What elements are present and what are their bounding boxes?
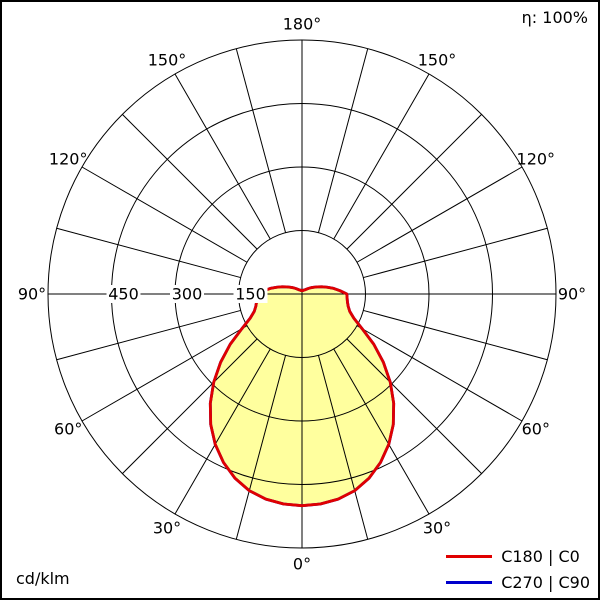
angle-label: 120°: [49, 150, 88, 169]
grid-radial-line: [174, 348, 271, 515]
grid-radial-line: [317, 48, 369, 233]
legend-label-c0: C180 | C0: [501, 547, 580, 566]
legend: C180 | C0 C270 | C90: [446, 547, 590, 592]
grid-radial-line: [333, 73, 430, 240]
angle-label: 60°: [522, 420, 550, 439]
grid-radial-line: [56, 227, 241, 279]
grid-radial-line: [81, 166, 248, 263]
distribution-curve-c180-c0: [208, 285, 396, 508]
radial-tick-label: 450: [108, 285, 139, 304]
grid-radial-line: [356, 166, 523, 263]
grid-radial-line: [81, 325, 248, 422]
legend-label-c90: C270 | C90: [501, 573, 590, 592]
angle-label: 120°: [517, 150, 556, 169]
legend-item-c0: C180 | C0: [446, 547, 590, 566]
grid-radial-line: [333, 348, 430, 515]
tick-label-bg: [106, 285, 141, 303]
radial-tick-label: 150: [235, 285, 266, 304]
angle-label: 90°: [18, 285, 46, 304]
angle-label: 150°: [418, 51, 457, 70]
tick-label-bg: [170, 285, 204, 303]
grid-radial-line: [346, 338, 482, 474]
grid-radial-line: [122, 338, 258, 474]
grid-radial-line: [235, 355, 287, 540]
grid-radial-line: [363, 309, 548, 361]
angle-label: 180°: [283, 15, 322, 34]
radial-tick-label: 300: [172, 285, 203, 304]
grid-radial-line: [363, 227, 548, 279]
angle-label: 150°: [148, 51, 187, 70]
grid-radial-line: [235, 48, 287, 233]
unit-label: cd/klm: [16, 569, 70, 588]
grid-radial-line: [356, 325, 523, 422]
grid-radial-line: [174, 73, 271, 240]
grid-radial-line: [56, 309, 241, 361]
grid-radial-line: [122, 114, 258, 250]
legend-line-c90-icon: [446, 581, 493, 584]
angle-label: 60°: [54, 420, 82, 439]
angle-label: 90°: [558, 285, 586, 304]
tick-label-bg: [233, 285, 268, 303]
legend-line-c0-icon: [446, 555, 493, 558]
grid-radial-line: [346, 114, 482, 250]
angle-label: 30°: [153, 518, 181, 537]
grid-radial-line: [317, 355, 369, 540]
legend-item-c90: C270 | C90: [446, 573, 590, 592]
angle-label: 0°: [293, 555, 311, 574]
angle-label: 30°: [423, 518, 451, 537]
efficiency-label: η: 100%: [521, 8, 588, 27]
